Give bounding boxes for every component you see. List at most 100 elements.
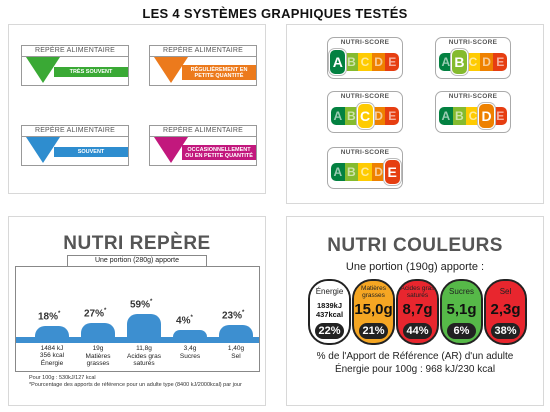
repere-band: SOUVENT bbox=[54, 147, 128, 157]
nutri-score-letter: C bbox=[466, 107, 480, 125]
nutri-repere-name: Sucres bbox=[179, 353, 201, 360]
nutri-repere-title: NUTRI REPÈRE bbox=[63, 233, 211, 254]
nutri-score-label: NUTRI-SCORE bbox=[340, 149, 390, 156]
nutri-score-badge: NUTRI-SCORE A B C D E bbox=[435, 91, 511, 133]
nutri-couleurs-label: Sel bbox=[486, 281, 525, 299]
nutri-repere-dome bbox=[35, 326, 69, 337]
nutri-couleurs-item: Énergie 1839kJ 437kcal 22% bbox=[308, 279, 351, 345]
repere-band: OCCASIONNELLEMENT OU EN PETITE QUANTITÉ bbox=[182, 145, 256, 160]
nutri-score-label: NUTRI-SCORE bbox=[340, 93, 390, 100]
nutri-repere-pct: 59%* bbox=[130, 299, 152, 310]
nutri-couleurs-label: Énergie bbox=[310, 281, 349, 299]
nutri-score-letter: B bbox=[344, 107, 359, 125]
nutri-score-letter: C bbox=[466, 53, 480, 71]
nutri-repere-dome bbox=[219, 325, 253, 337]
nutri-score-letter: B bbox=[452, 107, 467, 125]
nutri-repere-value: 1484 kJ 356 kcal bbox=[39, 345, 65, 359]
nutri-score-letter: D bbox=[371, 53, 386, 71]
nutri-score-badge: NUTRI-SCORE A B C D E bbox=[327, 91, 403, 133]
nutri-repere-dome bbox=[173, 330, 207, 337]
repere-card: REPÈRE ALIMENTAIRE SOUVENT bbox=[21, 125, 129, 171]
nutri-score-letter: A bbox=[439, 53, 453, 71]
repere-header: REPÈRE ALIMENTAIRE bbox=[21, 125, 129, 136]
nutri-score-letter: A bbox=[331, 163, 345, 181]
nutri-repere-frame: 18%* 1484 kJ 356 kcal Énergie 27%* 19g Matièr… bbox=[15, 266, 260, 372]
nutri-repere-pct-sign: % bbox=[141, 299, 151, 311]
nutri-score-letter: C bbox=[356, 103, 374, 129]
repere-card: REPÈRE ALIMENTAIRE OCCASIONNELLEMENT OU E… bbox=[149, 125, 257, 171]
nutri-repere-star-icon: * bbox=[150, 299, 153, 305]
nutri-score-letter: C bbox=[358, 53, 372, 71]
nutri-repere-pct: 27%* bbox=[84, 308, 106, 319]
nutri-couleurs-value: 5,1g bbox=[442, 299, 481, 321]
page-title: LES 4 SYSTÈMES GRAPHIQUES TESTÉS bbox=[142, 6, 408, 21]
nutri-couleurs-value: 8,7g bbox=[398, 299, 437, 321]
nutri-score-letter: D bbox=[371, 107, 386, 125]
nutri-repere-pct-number: 18 bbox=[38, 311, 50, 323]
nutri-couleurs-pct: 6% bbox=[447, 323, 476, 339]
nutri-score-panel: NUTRI-SCORE A B C D E NUTRI-SCORE A B C D E NUTRI-SC… bbox=[286, 24, 544, 204]
nutri-couleurs-pct: 22% bbox=[315, 323, 344, 339]
nutri-repere-baseline bbox=[16, 337, 259, 343]
nutri-couleurs-foot-2: Énergie pour 100g : 968 kJ/230 kcal bbox=[334, 364, 496, 375]
nutri-repere-foot-1: Pour 100g : 530kJ/127 kcal bbox=[29, 375, 96, 381]
nutri-repere-star-icon: * bbox=[242, 310, 245, 316]
nutri-score-badge: NUTRI-SCORE A B C D E bbox=[435, 37, 511, 79]
nutri-repere-name: Énergie bbox=[40, 360, 64, 367]
nutri-repere-pct: 18%* bbox=[38, 311, 60, 322]
nutri-couleurs-pct: 44% bbox=[403, 323, 432, 339]
nutri-repere-pct-number: 23 bbox=[222, 310, 234, 322]
nutri-repere-portion: Une portion (280g) apporte bbox=[67, 255, 207, 266]
nutri-couleurs-pct: 21% bbox=[359, 323, 388, 339]
nutri-couleurs-label: Matières grasses bbox=[354, 281, 393, 299]
nutri-repere-value: 3,4g bbox=[183, 345, 197, 352]
repere-header: REPÈRE ALIMENTAIRE bbox=[149, 125, 257, 136]
nutri-repere-name: Acides gras saturés bbox=[127, 353, 161, 367]
nutri-score-label: NUTRI-SCORE bbox=[340, 39, 390, 46]
nutri-couleurs-item: Sel 2,3g 38% bbox=[484, 279, 527, 345]
nutri-couleurs-label: Sucres bbox=[442, 281, 481, 299]
nutri-repere-pct-sign: % bbox=[49, 311, 59, 323]
nutri-couleurs-panel: NUTRI COULEURS Une portion (190g) apport… bbox=[286, 216, 544, 406]
nutri-score-letter: C bbox=[358, 163, 372, 181]
nutri-score-letter: E bbox=[493, 53, 507, 71]
repere-card: REPÈRE ALIMENTAIRE RÉGULIÈREMENT EN PETIT… bbox=[149, 45, 257, 91]
repere-box: TRÈS SOUVENT bbox=[21, 56, 129, 86]
nutri-couleurs-title: NUTRI COULEURS bbox=[327, 235, 503, 256]
nutri-repere-dome bbox=[127, 314, 161, 337]
nutri-couleurs-label: Acides gras saturés bbox=[398, 281, 437, 299]
nutri-repere-pct: 4%* bbox=[176, 315, 193, 326]
repere-box: OCCASIONNELLEMENT OU EN PETITE QUANTITÉ bbox=[149, 136, 257, 166]
nutri-score-letter: B bbox=[344, 53, 359, 71]
nutri-score-letter: D bbox=[479, 53, 494, 71]
nutri-score-letter: B bbox=[344, 163, 359, 181]
nutri-couleurs-portion: Une portion (190g) apporte : bbox=[345, 261, 485, 273]
nutri-score-letter: A bbox=[331, 107, 345, 125]
nutri-score-letter: E bbox=[493, 107, 507, 125]
nutri-repere-value: 1,40g bbox=[227, 345, 245, 352]
nutri-repere-star-icon: * bbox=[190, 315, 193, 321]
nutri-couleurs-item: Acides gras saturés 8,7g 44% bbox=[396, 279, 439, 345]
nutri-score-label: NUTRI-SCORE bbox=[448, 39, 498, 46]
nutri-score-letter: D bbox=[478, 103, 496, 129]
nutri-couleurs-value: 1839kJ 437kcal bbox=[310, 299, 349, 321]
nutri-repere-pct: 23%* bbox=[222, 310, 244, 321]
nutri-score-letter: A bbox=[439, 107, 453, 125]
nutri-repere-value: 19g bbox=[92, 345, 104, 352]
nutri-score-badge: NUTRI-SCORE A B C D E bbox=[327, 147, 403, 189]
nutri-repere-foot-2: *Pourcentage des apports de référence po… bbox=[29, 382, 242, 388]
nutri-repere-star-icon: * bbox=[58, 311, 61, 317]
repere-card: REPÈRE ALIMENTAIRE TRÈS SOUVENT bbox=[21, 45, 129, 91]
repere-header: REPÈRE ALIMENTAIRE bbox=[149, 45, 257, 56]
nutri-couleurs-item: Sucres 5,1g 6% bbox=[440, 279, 483, 345]
nutri-score-letter: E bbox=[385, 53, 399, 71]
nutri-repere-pct-number: 59 bbox=[130, 299, 142, 311]
nutri-repere-name: Sel bbox=[231, 353, 241, 360]
nutri-score-label: NUTRI-SCORE bbox=[448, 93, 498, 100]
nutri-score-badge: NUTRI-SCORE A B C D E bbox=[327, 37, 403, 79]
nutri-couleurs-item: Matières grasses 15,0g 21% bbox=[352, 279, 395, 345]
